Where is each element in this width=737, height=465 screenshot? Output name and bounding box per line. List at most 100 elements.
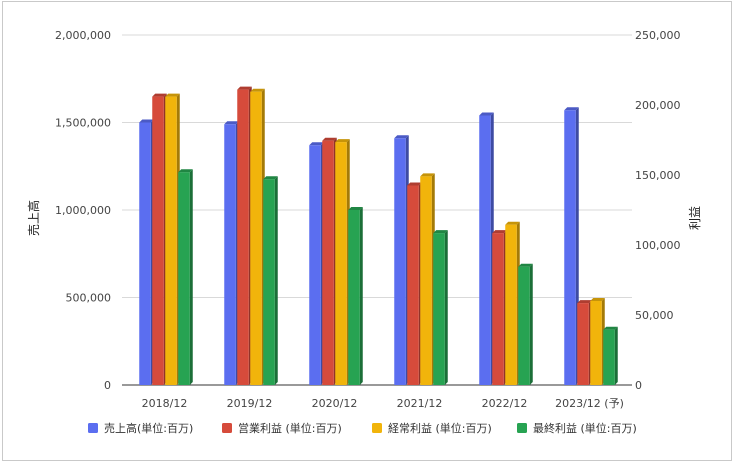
bar-top [322, 137, 337, 141]
legend: 売上高(単位:百万) 営業利益 (単位:百万) 経常利益 (単位:百万) 最終利益 (… [88, 421, 637, 435]
bar [309, 142, 324, 385]
legend-label: 最終利益 (単位:百万) [533, 421, 637, 435]
left-tick-label: 2,000,000 [55, 29, 111, 42]
bar [263, 176, 278, 385]
left-axis-ticks: 0 500,000 1,000,000 1,500,000 2,000,000 [55, 29, 111, 392]
bar [165, 93, 180, 385]
bar [237, 86, 252, 385]
legend-item: 最終利益 (単位:百万) [517, 421, 637, 435]
bar-top [224, 121, 239, 125]
legend-label: 営業利益 (単位:百万) [238, 421, 342, 435]
bar [139, 119, 154, 385]
bar [335, 139, 350, 385]
bar-front [224, 124, 236, 385]
bar [590, 298, 605, 385]
right-tick-label: 150,000 [635, 169, 681, 182]
x-tick-label: 2023/12 (予) [555, 397, 624, 410]
bar-front [309, 145, 321, 385]
bar [603, 326, 618, 385]
bar-top [309, 142, 324, 146]
bar-top [505, 221, 520, 225]
bar-front [263, 179, 275, 385]
x-tick-label: 2020/12 [312, 397, 358, 410]
bar-front [152, 96, 164, 385]
bar [433, 230, 448, 385]
bar-top [518, 263, 533, 267]
right-tick-label: 100,000 [635, 239, 681, 252]
bar-front [603, 329, 615, 385]
legend-swatch [222, 423, 232, 433]
right-axis-ticks: 0 50,000 100,000 150,000 200,000 250,000 [635, 29, 681, 392]
bar-top [492, 230, 507, 234]
right-tick-label: 0 [635, 379, 642, 392]
bar-front [250, 91, 262, 385]
bar [152, 93, 167, 385]
bar-top [263, 176, 278, 180]
bar-top [165, 93, 180, 97]
bar-front [178, 172, 190, 385]
legend-item: 経常利益 (単位:百万) [372, 421, 492, 435]
bar-front [577, 303, 589, 385]
bar-top [564, 107, 579, 111]
bar-front [322, 140, 334, 385]
bars [139, 86, 618, 385]
bar-front [420, 176, 432, 385]
bar-front [348, 210, 360, 385]
x-tick-label: 2021/12 [397, 397, 443, 410]
bar-top [577, 300, 592, 304]
bar [322, 137, 337, 385]
bar [394, 135, 409, 385]
bar-side [359, 207, 363, 385]
bar-front [590, 301, 602, 385]
legend-item: 営業利益 (単位:百万) [222, 421, 342, 435]
bar-top [178, 169, 193, 173]
bar [178, 169, 193, 385]
bar-front [335, 142, 347, 385]
legend-label: 売上高(単位:百万) [104, 421, 193, 435]
bar-top [250, 88, 265, 92]
bar [348, 207, 363, 385]
legend-swatch [517, 423, 527, 433]
right-tick-label: 200,000 [635, 99, 681, 112]
bar-front [394, 138, 406, 385]
bar-front [237, 89, 249, 385]
bar-front [407, 185, 419, 385]
bar-front [505, 224, 517, 385]
bar-side [444, 230, 448, 385]
bar-front [139, 122, 151, 385]
right-axis-title: 利益 [688, 206, 702, 230]
bar-top [394, 135, 409, 139]
bar-top [590, 298, 605, 301]
left-tick-label: 0 [104, 379, 111, 392]
bar-front [564, 110, 576, 385]
bar-top [237, 86, 252, 90]
legend-item: 売上高(単位:百万) [88, 421, 193, 435]
bar-side [529, 263, 533, 385]
x-tick-label: 2019/12 [227, 397, 273, 410]
right-tick-label: 50,000 [635, 309, 674, 322]
bar-top [335, 139, 350, 143]
bar-top [139, 119, 154, 123]
left-axis-title: 売上高 [26, 200, 41, 236]
bar-top [152, 93, 167, 97]
bar-front [433, 233, 445, 385]
left-tick-label: 1,000,000 [55, 204, 111, 217]
legend-label: 経常利益 (単位:百万) [388, 421, 492, 435]
bar-front [518, 266, 530, 385]
left-tick-label: 500,000 [66, 292, 112, 305]
bar [492, 230, 507, 385]
bar-side [614, 326, 618, 385]
bar [407, 182, 422, 385]
bar-front [165, 96, 177, 385]
bar-front [479, 115, 491, 385]
bar-top [479, 112, 494, 116]
bar [479, 112, 494, 385]
x-tick-label: 2022/12 [482, 397, 528, 410]
bar-top [407, 182, 422, 186]
bar [577, 300, 592, 385]
bar [224, 121, 239, 385]
x-tick-label: 2018/12 [142, 397, 188, 410]
bar [564, 107, 579, 385]
bar [420, 173, 435, 385]
